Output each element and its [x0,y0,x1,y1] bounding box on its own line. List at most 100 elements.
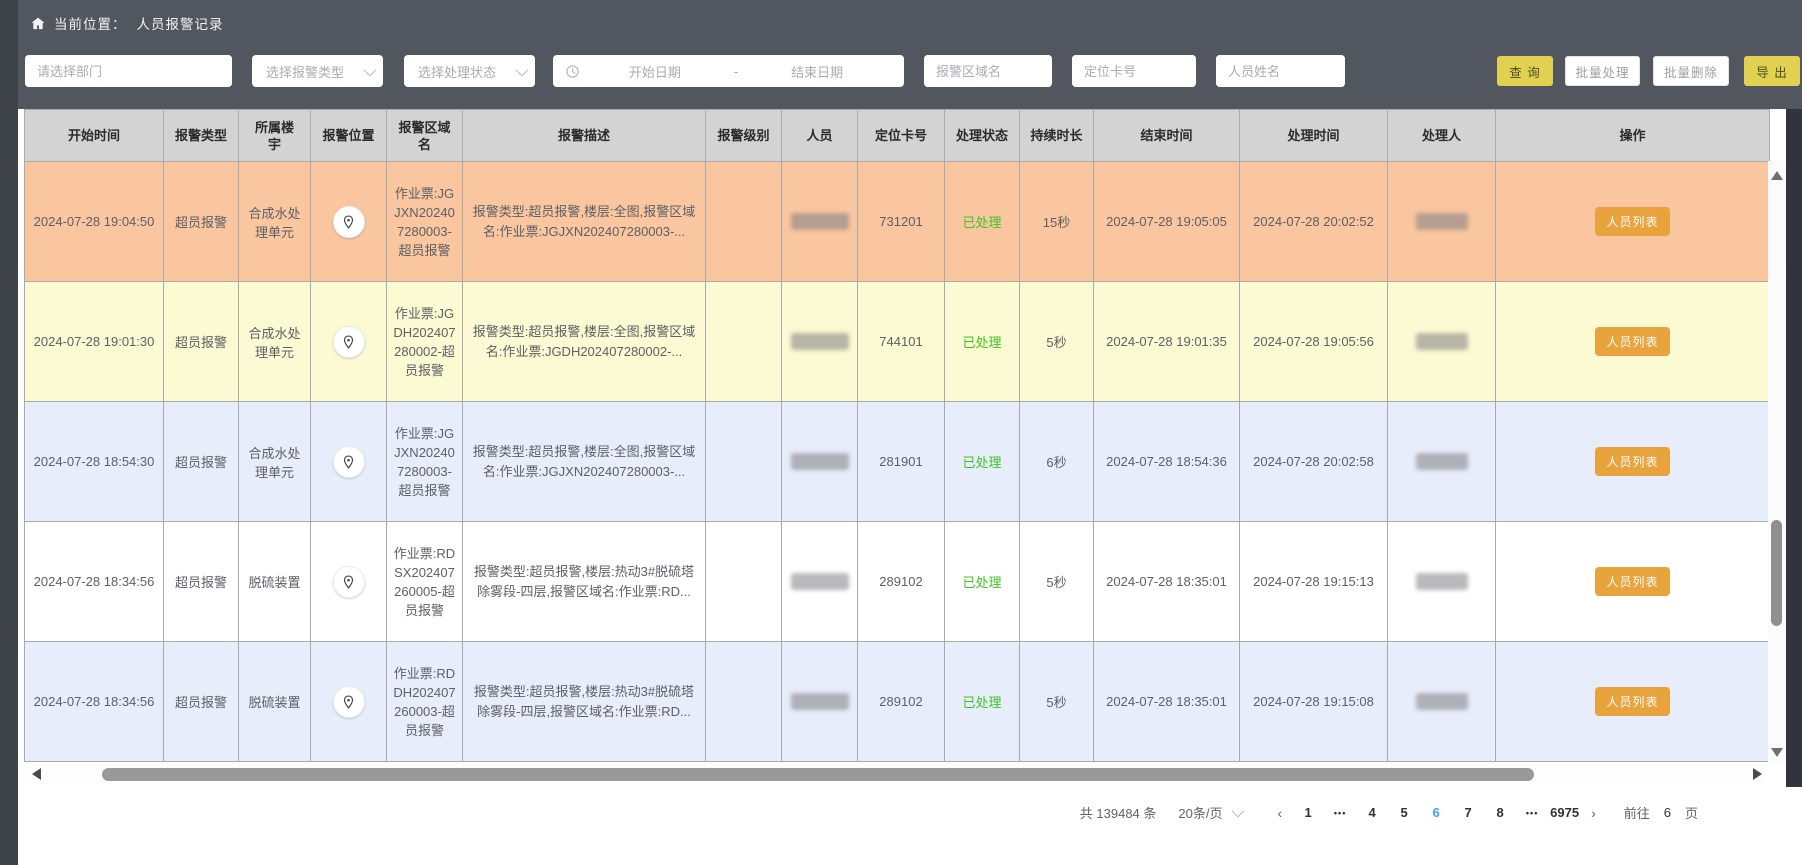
column-header: 报警区域名 [386,109,463,162]
redacted-person-name [790,333,849,350]
cell-person [781,161,858,282]
cell-description: 报警类型:超员报警,楼层:全图,报警区域名:作业票:JGJXN202407280… [462,161,706,282]
clock-icon [565,64,580,79]
cell-handle-time: 2024-07-28 19:15:13 [1239,521,1388,642]
scroll-left-arrow-icon[interactable] [32,768,41,780]
person-list-button[interactable]: 人员列表 [1595,567,1670,596]
cell-area-name: 作业票:JGDH202407280002-超员报警 [386,281,463,402]
chevron-down-icon [515,63,529,76]
page-number[interactable]: 8 [1496,805,1504,820]
cell-building: 合成水处理单元 [238,281,311,402]
alarm-area-input[interactable] [924,55,1052,87]
cell-alarm-level [705,641,782,762]
cell-alarm-type: 超员报警 [163,521,239,642]
scroll-up-arrow-icon[interactable] [1771,171,1783,180]
cell-building: 合成水处理单元 [238,161,311,282]
location-pin-icon[interactable] [332,565,365,598]
page-size-label: 20条/页 [1178,806,1223,821]
column-header: 处理人 [1387,109,1496,162]
person-list-button[interactable]: 人员列表 [1595,447,1670,476]
page-number[interactable]: 6975 [1550,805,1580,820]
cell-area-name: 作业票:JGJXN202407280003-超员报警 [386,401,463,522]
breadcrumb: 当前位置： 人员报警记录 [18,0,224,46]
alarm-type-select-label: 选择报警类型 [266,64,345,80]
batch-delete-button[interactable]: 批量删除 [1653,56,1729,86]
vertical-scrollbar[interactable] [1768,161,1785,763]
footer: 共 139484 条 20条/页 ‹ 1 ••• 4 5 6 7 8 ••• 6975 › 前往… [18,787,1802,865]
card-number-input[interactable] [1072,55,1196,87]
vertical-scroll-thumb[interactable] [1771,520,1782,626]
page-title: 人员报警记录 [136,17,224,32]
query-button[interactable]: 查 询 [1497,56,1553,86]
cell-person [781,521,858,642]
column-header: 持续时长 [1019,109,1094,162]
cell-duration: 5秒 [1019,521,1094,642]
goto-prefix-label: 前往 [1623,806,1650,821]
location-pin-icon[interactable] [332,445,365,478]
cell-description: 报警类型:超员报警,楼层:全图,报警区域名:作业票:JGDH2024072800… [462,281,706,402]
cell-area-name: 作业票:RDDH202407260003-超员报警 [386,641,463,762]
location-pin-icon[interactable] [332,325,365,358]
home-icon[interactable] [30,16,46,31]
cell-alarm-type: 超员报警 [163,161,239,282]
table-row: 2024-07-28 18:34:56 超员报警 脱硫装置 作业票:RDSX20… [24,521,1770,642]
cell-handler [1387,521,1496,642]
cell-alarm-location [310,161,387,282]
redacted-handler-name [1415,453,1468,470]
column-header: 报警描述 [462,109,706,162]
table-row: 2024-07-28 18:54:30 超员报警 合成水处理单元 作业票:JGJ… [24,401,1770,522]
export-button[interactable]: 导 出 [1744,56,1800,86]
next-page-button[interactable]: › [1591,804,1596,821]
scroll-down-arrow-icon[interactable] [1771,748,1783,757]
location-pin-icon[interactable] [332,205,365,238]
cell-action: 人员列表 [1495,521,1770,642]
batch-process-button[interactable]: 批量处理 [1565,56,1640,86]
prev-page-button[interactable]: ‹ [1277,804,1283,821]
horizontal-scrollbar[interactable] [24,766,1764,784]
horizontal-scroll-thumb[interactable] [102,768,1534,781]
pagination: 共 139484 条 20条/页 ‹ 1 ••• 4 5 6 7 8 ••• 6975 › 前往… [18,787,1802,822]
goto-page-input[interactable]: 6 [1663,805,1671,820]
chevron-down-icon [363,63,377,76]
cell-alarm-type: 超员报警 [163,401,239,522]
cell-end-time: 2024-07-28 18:35:01 [1093,521,1240,642]
page-ellipsis[interactable]: ••• [1333,807,1347,818]
filter-bar: 选择报警类型 选择处理状态 开始日期 - 结束日期 查 询 批量处理 批量删除 … [0,55,1802,89]
person-name-input[interactable] [1216,55,1345,87]
cell-handle-time: 2024-07-28 20:02:52 [1239,161,1388,282]
cell-action: 人员列表 [1495,641,1770,762]
cell-duration: 5秒 [1019,641,1094,762]
cell-card-number: 731201 [857,161,945,282]
scroll-right-arrow-icon[interactable] [1753,768,1762,780]
person-list-button[interactable]: 人员列表 [1595,327,1670,356]
cell-description: 报警类型:超员报警,楼层:全图,报警区域名:作业票:JGJXN202407280… [462,401,706,522]
status-badge: 已处理 [962,695,1002,710]
column-header: 人员 [781,109,858,162]
column-header: 定位卡号 [857,109,945,162]
page-number[interactable]: 4 [1368,805,1376,820]
cell-start-time: 2024-07-28 19:04:50 [24,161,164,282]
cell-area-name: 作业票:JGJXN202407280003-超员报警 [386,161,463,282]
handle-status-select[interactable]: 选择处理状态 [404,55,535,87]
cell-handle-time: 2024-07-28 19:05:56 [1239,281,1388,402]
right-edge-panel [1786,109,1802,787]
cell-alarm-location [310,401,387,522]
page-number[interactable]: 6 [1432,805,1440,820]
person-list-button[interactable]: 人员列表 [1595,687,1670,716]
person-list-button[interactable]: 人员列表 [1595,207,1670,236]
alarm-type-select[interactable]: 选择报警类型 [252,55,383,87]
cell-status: 已处理 [944,161,1020,282]
department-input[interactable] [25,55,232,87]
page-ellipsis[interactable]: ••• [1525,807,1539,818]
page-number[interactable]: 5 [1400,805,1408,820]
location-pin-icon[interactable] [332,685,365,718]
date-range-picker[interactable]: 开始日期 - 结束日期 [553,55,904,87]
page-size-select[interactable]: 20条/页 [1178,803,1245,822]
start-date-placeholder[interactable]: 开始日期 [628,64,681,80]
alarm-records-table: 开始时间 报警类型 所属楼宇 报警位置 报警区域名 报警描述 报警级别 人员 定位卡号 处理状态持… [24,109,1770,762]
cell-start-time: 2024-07-28 18:54:30 [24,401,164,522]
page-number[interactable]: 7 [1464,805,1472,820]
page-number[interactable]: 1 [1304,805,1312,820]
column-header: 操作 [1495,109,1770,162]
end-date-placeholder[interactable]: 结束日期 [791,64,844,80]
